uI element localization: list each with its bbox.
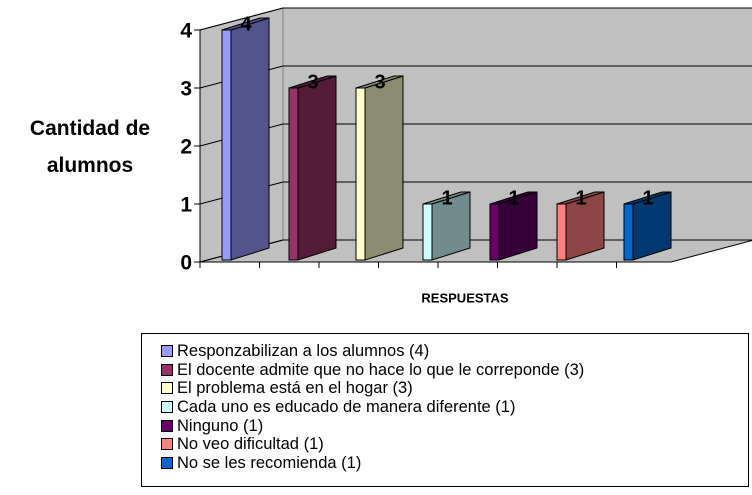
bar [355, 75, 404, 261]
legend-label: Ninguno (1) [177, 416, 264, 435]
y-tick-label: 0 [180, 252, 192, 275]
data-label: 3 [374, 71, 385, 93]
bar [221, 17, 270, 261]
data-label: 1 [441, 187, 452, 209]
bar [422, 191, 471, 261]
bar [556, 191, 605, 261]
data-label: 3 [307, 71, 318, 93]
chart: 0 1 2 3 4 4 3 3 1 1 1 1 RESPUESTAS [180, 7, 752, 305]
data-label: 1 [508, 187, 519, 209]
grid-line [199, 7, 284, 31]
legend-label: Responzabilizan a los alumnos (4) [177, 342, 430, 361]
legend-swatch [161, 401, 173, 414]
legend-item: No veo dificultad (1) [161, 435, 748, 454]
bar-front [489, 203, 500, 261]
bar-front [288, 87, 299, 261]
legend-item: No se les recomienda (1) [161, 454, 748, 473]
bar-front [422, 203, 433, 261]
legend-item: Cada uno es educado de manera diferente … [161, 398, 748, 417]
bar-front [556, 203, 567, 261]
bar-front [355, 87, 366, 261]
bar [489, 191, 538, 261]
legend-item: Responzabilizan a los alumnos (4) [161, 342, 748, 361]
y-tick-label: 2 [180, 136, 192, 159]
bar-front [221, 29, 232, 261]
legend-swatch [161, 345, 173, 358]
legend-swatch [161, 456, 173, 469]
bar-side [230, 17, 270, 261]
data-label: 1 [642, 187, 653, 209]
bar [623, 191, 672, 261]
legend-swatch [161, 419, 173, 432]
x-axis-label: RESPUESTAS [421, 290, 508, 305]
bar-side [297, 75, 337, 261]
legend-label: El problema está en el hogar (3) [177, 379, 413, 398]
bar-front [623, 203, 634, 261]
legend-item: Ninguno (1) [161, 416, 748, 435]
data-label: 1 [575, 187, 586, 209]
bar-side [364, 75, 404, 261]
legend-label: No se les recomienda (1) [177, 453, 362, 472]
y-tick-label: 3 [180, 78, 192, 101]
y-axis-label: Cantidad de alumnos [29, 117, 151, 177]
bar [288, 75, 337, 261]
legend-swatch [161, 438, 173, 451]
legend-label: Cada uno es educado de manera diferente … [177, 398, 516, 417]
legend-label: El docente admite que no hace lo que le … [177, 360, 585, 379]
legend-item: El problema está en el hogar (3) [161, 379, 748, 398]
data-label: 4 [240, 13, 252, 35]
y-tick-label: 1 [180, 194, 192, 217]
legend-swatch [161, 382, 173, 395]
legend: Responzabilizan a los alumnos (4) El doce… [141, 333, 749, 487]
legend-label: No veo dificultad (1) [177, 435, 324, 454]
legend-swatch [161, 363, 173, 376]
y-tick-label: 4 [180, 20, 192, 43]
legend-item: El docente admite que no hace lo que le … [161, 361, 748, 380]
